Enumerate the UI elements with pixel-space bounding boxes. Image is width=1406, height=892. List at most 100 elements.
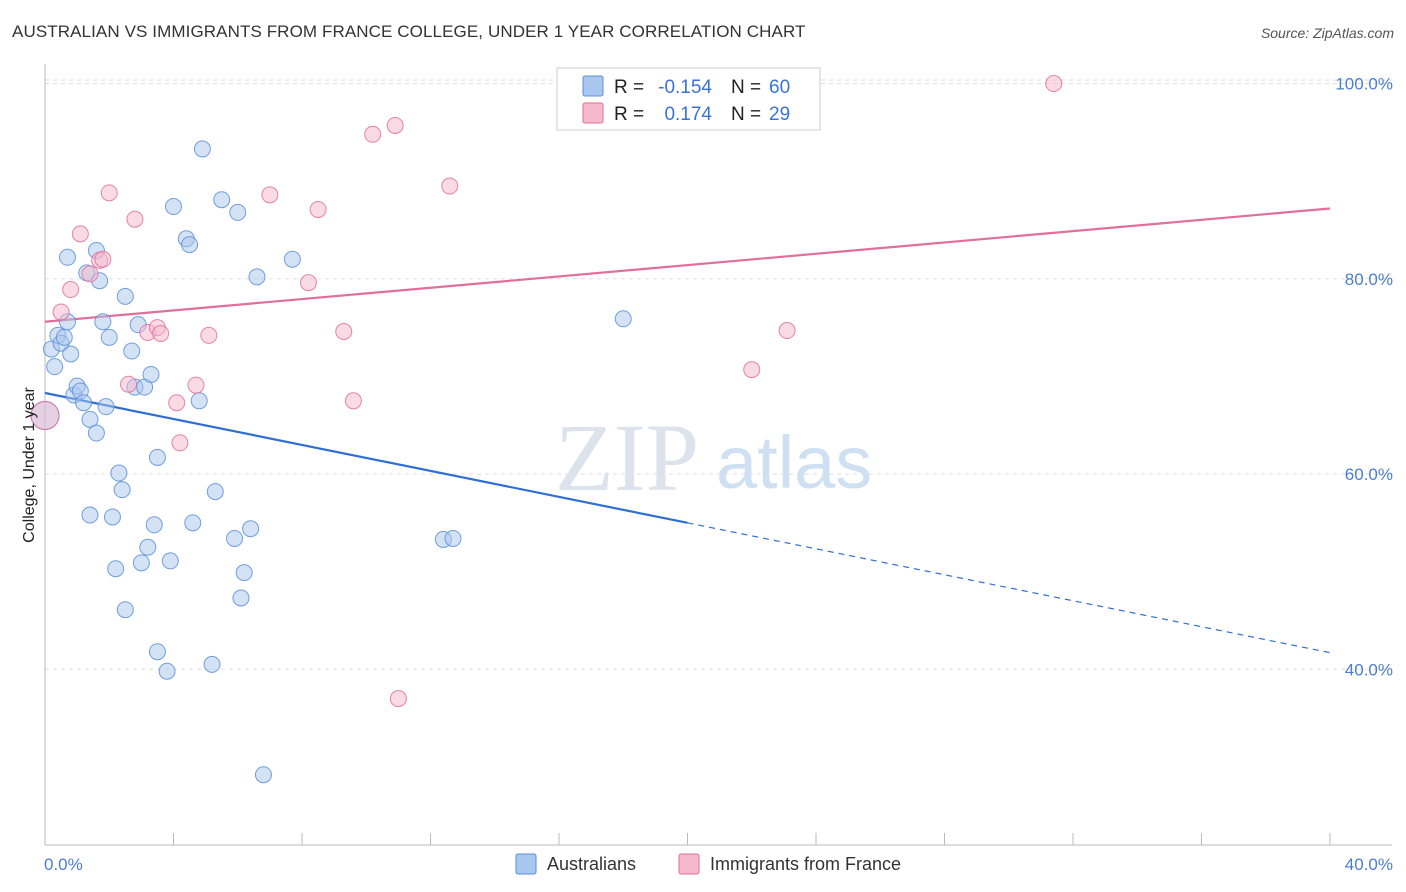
australians-point-55 — [254, 766, 272, 784]
axes — [44, 64, 1392, 846]
france-point-7 — [100, 184, 118, 202]
watermark-zip: ZIP — [555, 404, 699, 511]
france-point-13 — [168, 394, 186, 412]
australians-point-47 — [206, 483, 224, 501]
y-tick-label-80: 80.0% — [1345, 270, 1393, 289]
france-point-19 — [309, 200, 327, 218]
bottom-legend-france: Immigrants from France — [710, 854, 901, 874]
australians-point-35 — [145, 516, 163, 534]
australians-point-20 — [100, 328, 118, 346]
france-point-16 — [200, 326, 218, 344]
australians-point-12 — [75, 394, 93, 412]
france-point-22 — [364, 125, 382, 143]
france-point-26 — [743, 361, 761, 379]
y-tick-label-60: 60.0% — [1345, 465, 1393, 484]
france-point-17 — [261, 186, 279, 204]
australians-point-48 — [213, 191, 231, 209]
legend-swatch-france — [582, 102, 604, 124]
tick-labels: 40.0% 60.0% 80.0% 100.0% 0.0% 40.0% — [44, 75, 1393, 874]
x-tick-label-max: 40.0% — [1345, 855, 1393, 874]
series-australians — [30, 140, 632, 784]
australians-point-26 — [116, 287, 134, 305]
scatter-points — [30, 75, 1063, 784]
legend-n-value-1: 60 — [769, 77, 790, 98]
bottom-legend-swatch-australians — [515, 853, 537, 875]
y-tick-label-100: 100.0% — [1335, 75, 1393, 94]
legend-r-value-1: -0.154 — [658, 77, 712, 98]
australians-point-53 — [242, 520, 260, 538]
france-point-3 — [71, 225, 89, 243]
france-point-9 — [126, 210, 144, 228]
france-point-21 — [344, 392, 362, 410]
australians-point-50 — [229, 203, 247, 221]
france-trend-solid — [44, 207, 1331, 323]
france-point-20 — [335, 322, 353, 340]
source-label: Source: ZipAtlas.com — [1260, 25, 1394, 41]
legend-r-label-1: R = — [614, 77, 644, 98]
australians-trend-solid — [44, 391, 688, 524]
france-point-0 — [30, 400, 60, 430]
australians-point-24 — [110, 464, 128, 482]
trend-lines — [44, 207, 1331, 654]
gridlines — [45, 79, 1392, 670]
australians-point-56 — [283, 250, 301, 268]
legend-r-value-2: 0.174 — [664, 104, 712, 125]
legend-n-value-2: 29 — [769, 104, 790, 125]
y-axis-label: College, Under 1 year — [21, 387, 38, 543]
australians-point-52 — [235, 564, 253, 582]
australians-point-23 — [107, 560, 125, 578]
australians-point-15 — [87, 424, 105, 442]
top-legend: R = -0.154 N = 60 R = 0.174 N = 29 — [556, 67, 821, 131]
france-point-15 — [187, 376, 205, 394]
watermark-atlas: atlas — [716, 421, 872, 504]
watermark: ZIP atlas — [555, 404, 872, 511]
australians-point-45 — [193, 140, 211, 158]
y-tick-label-40: 40.0% — [1345, 660, 1393, 679]
bottom-legend-australians: Australians — [547, 854, 636, 874]
australians-point-44 — [190, 392, 208, 410]
australians-point-7 — [58, 248, 76, 266]
france-point-18 — [299, 274, 317, 292]
france-point-24 — [389, 690, 407, 708]
france-point-8 — [120, 375, 138, 393]
france-point-2 — [62, 281, 80, 299]
france-point-12 — [152, 324, 170, 342]
australians-point-5 — [55, 328, 73, 346]
x-tick-label-min: 0.0% — [44, 855, 83, 874]
bottom-legend-swatch-france — [678, 853, 700, 875]
france-point-23 — [386, 117, 404, 135]
australians-point-28 — [123, 342, 141, 360]
australians-point-14 — [81, 410, 99, 428]
australians-point-21 — [81, 506, 99, 524]
australians-point-43 — [184, 514, 202, 532]
australians-point-25 — [113, 481, 131, 499]
australians-point-54 — [248, 268, 266, 286]
australians-point-27 — [116, 601, 134, 619]
australians-point-31 — [132, 554, 150, 572]
australians-point-22 — [103, 508, 121, 526]
australians-point-38 — [158, 662, 176, 680]
australians-point-33 — [139, 538, 157, 556]
france-point-28 — [1045, 75, 1063, 93]
legend-n-label-1: N = — [731, 77, 761, 98]
australians-point-37 — [148, 643, 166, 661]
australians-point-58 — [444, 529, 462, 547]
france-point-14 — [171, 434, 189, 452]
australians-point-36 — [148, 448, 166, 466]
australians-point-42 — [181, 236, 199, 254]
australians-point-8 — [62, 345, 80, 363]
france-point-4 — [81, 265, 99, 283]
france-point-6 — [94, 250, 112, 268]
france-point-1 — [52, 303, 70, 321]
legend-n-label-2: N = — [731, 104, 761, 125]
australians-point-59 — [614, 310, 632, 328]
australians-point-2 — [46, 358, 64, 376]
australians-point-18 — [94, 313, 112, 331]
australians-point-34 — [142, 365, 160, 383]
australians-point-19 — [97, 398, 115, 416]
legend-r-label-2: R = — [614, 104, 644, 125]
australians-trend-dashed — [687, 522, 1331, 654]
legend-swatch-australians — [582, 75, 604, 97]
france-point-25 — [441, 177, 459, 195]
